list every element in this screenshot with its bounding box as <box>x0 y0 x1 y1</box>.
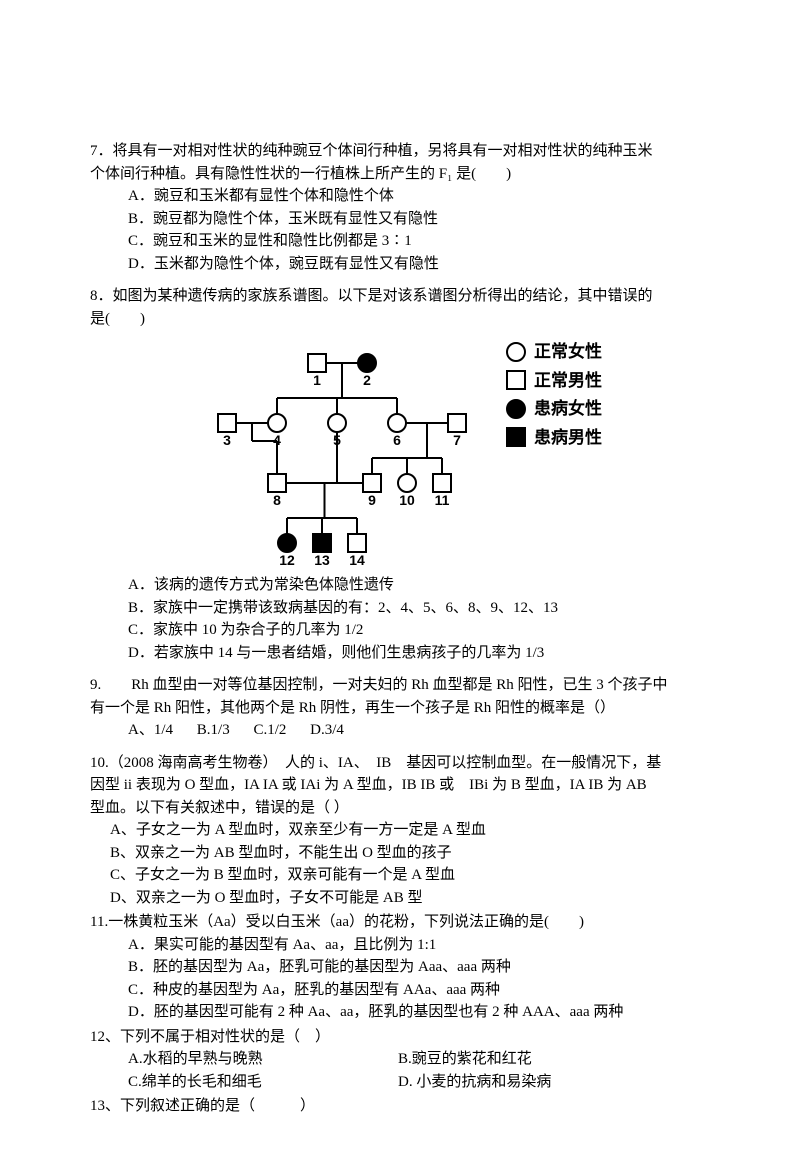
q10-opt-a: A、子女之一为 A 型血时，双亲至少有一方一定是 A 型血 <box>90 819 710 842</box>
q9-opt-d: D.3/4 <box>310 722 344 738</box>
legend-normal-female: 正常女性 <box>506 339 602 365</box>
svg-text:13: 13 <box>314 552 330 568</box>
q10-opt-b: B、双亲之一为 AB 型血时，不能生出 O 型血的孩子 <box>90 842 710 865</box>
q8: 8．如图为某种遗传病的家族系谱图。以下是对该系谱图分析得出的结论，其中错误的 是… <box>90 285 710 664</box>
q11-opt-a: A．果实可能的基因型有 Aa、aa，且比例为 1:1 <box>90 934 710 957</box>
q12-opt-b: B.豌豆的紫花和红花 <box>398 1048 532 1071</box>
svg-text:14: 14 <box>349 552 365 568</box>
q7-opt-d: D．玉米都为隐性个体，豌豆既有显性又有隐性 <box>90 253 710 276</box>
q8-opt-b: B．家族中一定携带该致病基因的有：2、4、5、6、8、9、12、13 <box>90 597 710 620</box>
q11-opt-d: D．胚的基因型可能有 2 种 Aa、aa，胚乳的基因型也有 2 种 AAA、aa… <box>90 1001 710 1024</box>
pedigree-legend: 正常女性 正常男性 患病女性 患病男性 <box>506 336 602 453</box>
q12: 12、下列不属于相对性状的是（ ） A.水稻的早熟与晚熟 B.豌豆的紫花和红花 … <box>90 1026 710 1094</box>
square-fill-icon <box>506 427 526 447</box>
q7-stem-line1: 7．将具有一对相对性状的纯种豌豆个体间行种植，另将具有一对相对性状的纯种玉米 <box>90 140 710 163</box>
circle-fill-icon <box>506 399 526 419</box>
q9-opt-a: A、1/4 <box>128 722 173 738</box>
svg-text:7: 7 <box>453 432 461 448</box>
q10-opt-c: C、子女之一为 B 型血时，双亲可能有一个是 A 型血 <box>90 864 710 887</box>
circle-open-icon <box>506 342 526 362</box>
q7-opt-b: B．豌豆都为隐性个体，玉米既有显性又有隐性 <box>90 208 710 231</box>
q9-opt-b: B.1/3 <box>197 722 230 738</box>
q9-stem-line1: 9. Rh 血型由一对等位基因控制，一对夫妇的 Rh 血型都是 Rh 阳性，已生… <box>90 674 710 697</box>
legend-nm-label: 正常男性 <box>534 368 602 394</box>
q9: 9. Rh 血型由一对等位基因控制，一对夫妇的 Rh 血型都是 Rh 阳性，已生… <box>90 674 710 742</box>
square-open-icon <box>506 370 526 390</box>
svg-text:9: 9 <box>368 492 376 508</box>
svg-text:11: 11 <box>435 492 450 508</box>
q9-stem-line2: 有一个是 Rh 阳性，其他两个是 Rh 阴性，再生一个孩子是 Rh 阳性的概率是… <box>90 697 710 720</box>
legend-affected-female: 患病女性 <box>506 396 602 422</box>
pedigree-chart: 1234567891011121314 <box>198 336 488 568</box>
q7-opt-a: A．豌豆和玉米都有显性个体和隐性个体 <box>90 185 710 208</box>
svg-text:4: 4 <box>273 432 281 448</box>
q11-stem: 11.一株黄粒玉米（Aa）受以白玉米（aa）的花粉，下列说法正确的是( ) <box>90 911 710 934</box>
q11: 11.一株黄粒玉米（Aa）受以白玉米（aa）的花粉，下列说法正确的是( ) A．… <box>90 911 710 1024</box>
svg-text:5: 5 <box>333 432 341 448</box>
q9-options: A、1/4 B.1/3 C.1/2 D.3/4 <box>90 719 710 742</box>
legend-affected-male: 患病男性 <box>506 425 602 451</box>
q12-options: A.水稻的早熟与晚熟 B.豌豆的紫花和红花 C.绵羊的长毛和细毛 D. 小麦的抗… <box>90 1048 710 1093</box>
q10-opt-d: D、双亲之一为 O 型血时，子女不可能是 AB 型 <box>90 887 710 910</box>
q7-stem-line2: 个体间行种植。具有隐性性状的一行植株上所产生的 F₁ 是( ) <box>90 163 710 186</box>
q10-l2: 因型 ii 表现为 O 型血，IA IA 或 IAi 为 A 型血，IB IB … <box>90 774 710 797</box>
q12-stem: 12、下列不属于相对性状的是（ ） <box>90 1026 710 1049</box>
q8-stem-line1: 8．如图为某种遗传病的家族系谱图。以下是对该系谱图分析得出的结论，其中错误的 <box>90 285 710 308</box>
q7-opt-c: C．豌豆和玉米的显性和隐性比例都是 3∶1 <box>90 230 710 253</box>
svg-text:12: 12 <box>279 552 295 568</box>
q13-stem: 13、下列叙述正确的是（ ） <box>90 1095 710 1118</box>
legend-normal-male: 正常男性 <box>506 368 602 394</box>
svg-text:1: 1 <box>313 372 321 388</box>
q12-opt-d: D. 小麦的抗病和易染病 <box>398 1071 551 1094</box>
q8-opt-a: A．该病的遗传方式为常染色体隐性遗传 <box>90 574 710 597</box>
q8-stem-line2: 是( ) <box>90 308 710 331</box>
svg-text:2: 2 <box>363 372 371 388</box>
legend-af-label: 患病女性 <box>534 396 602 422</box>
pedigree-figure: 1234567891011121314 正常女性 正常男性 患病女性 患病男性 <box>90 336 710 568</box>
legend-nf-label: 正常女性 <box>534 339 602 365</box>
svg-text:3: 3 <box>223 432 231 448</box>
q13: 13、下列叙述正确的是（ ） <box>90 1095 710 1118</box>
svg-text:8: 8 <box>273 492 281 508</box>
legend-am-label: 患病男性 <box>534 425 602 451</box>
svg-text:10: 10 <box>399 492 415 508</box>
q9-opt-c: C.1/2 <box>253 722 286 738</box>
q11-opt-c: C．种皮的基因型为 Aa，胚乳的基因型有 AAa、aaa 两种 <box>90 979 710 1002</box>
q12-opt-c: C.绵羊的长毛和细毛 <box>128 1071 398 1094</box>
svg-text:6: 6 <box>393 432 401 448</box>
q8-opt-c: C．家族中 10 为杂合子的几率为 1/2 <box>90 619 710 642</box>
q12-opt-a: A.水稻的早熟与晚熟 <box>128 1048 398 1071</box>
exam-page: 7．将具有一对相对性状的纯种豌豆个体间行种植，另将具有一对相对性状的纯种玉米 个… <box>0 0 800 1168</box>
q8-opt-d: D．若家族中 14 与一患者结婚，则他们生患病孩子的几率为 1/3 <box>90 642 710 665</box>
q10-l3: 型血。以下有关叙述中，错误的是（ ） <box>90 797 710 820</box>
q10: 10.（2008 海南高考生物卷） 人的 i、IA、 IB 基因可以控制血型。在… <box>90 752 710 910</box>
q11-opt-b: B．胚的基因型为 Aa，胚乳可能的基因型为 Aaa、aaa 两种 <box>90 956 710 979</box>
q10-l1: 10.（2008 海南高考生物卷） 人的 i、IA、 IB 基因可以控制血型。在… <box>90 752 710 775</box>
q7: 7．将具有一对相对性状的纯种豌豆个体间行种植，另将具有一对相对性状的纯种玉米 个… <box>90 140 710 275</box>
